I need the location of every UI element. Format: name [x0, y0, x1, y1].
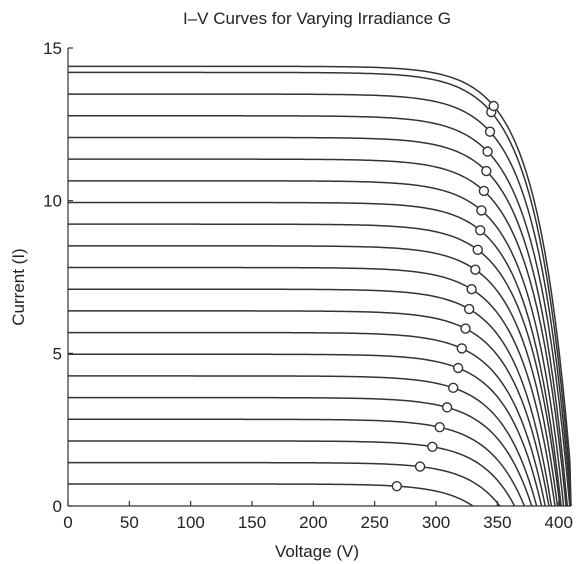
x-tick-label: 150 — [238, 513, 266, 532]
mpp-marker-11 — [466, 284, 477, 295]
mpp-marker-13 — [472, 244, 483, 256]
mpp-marker-18 — [482, 146, 493, 157]
iv-curve-7 — [68, 353, 543, 507]
mpp-marker-15 — [476, 205, 487, 216]
iv-curve-2 — [68, 461, 501, 507]
x-tick-label: 300 — [422, 513, 450, 532]
x-tick-label: 200 — [299, 513, 327, 532]
mpp-marker-16 — [478, 185, 490, 197]
iv-curve-4 — [68, 418, 526, 507]
iv-curve-1 — [68, 483, 474, 507]
x-tick-label: 0 — [63, 513, 72, 532]
chart-title: I–V Curves for Varying Irradiance G — [183, 9, 451, 28]
mpp-marker-6 — [448, 382, 459, 394]
mpp-marker-5 — [441, 402, 453, 413]
mpp-marker-17 — [481, 165, 492, 177]
y-tick-label: 15 — [43, 39, 62, 58]
curve-group — [68, 65, 572, 507]
iv-curve-11 — [68, 266, 556, 507]
mpp-marker-4 — [434, 422, 445, 433]
mpp-marker-7 — [452, 362, 464, 374]
mpp-marker-3 — [427, 441, 438, 452]
iv-curve-15 — [68, 180, 565, 507]
mpp-marker-2 — [414, 461, 426, 472]
axes: 0 50 100 150 200 250 300 350 400 0 5 10 15 — [43, 39, 573, 532]
iv-curve-9 — [68, 310, 550, 507]
mpp-marker-8 — [456, 343, 468, 354]
x-tick-label: 100 — [176, 513, 204, 532]
iv-curve-6 — [68, 375, 538, 507]
iv-curve-19 — [68, 93, 572, 507]
mpp-marker-19 — [484, 126, 496, 137]
iv-curve-21 — [68, 65, 572, 507]
x-tick-label: 350 — [483, 513, 511, 532]
y-tick-label: 10 — [43, 192, 62, 211]
y-tick-label: 5 — [53, 344, 62, 363]
iv-curve-5 — [68, 396, 533, 507]
y-tick-label: 0 — [53, 497, 62, 516]
iv-curve-17 — [68, 136, 569, 507]
mpp-marker-14 — [475, 225, 486, 236]
mpp-marker-21 — [488, 100, 499, 112]
x-tick-label: 400 — [545, 513, 573, 532]
x-tick-label: 50 — [120, 513, 139, 532]
mpp-marker-9 — [460, 323, 471, 334]
x-tick-label: 250 — [361, 513, 389, 532]
y-axis-title: Current (I) — [9, 248, 28, 325]
mpp-marker-group — [391, 100, 499, 492]
mpp-marker-1 — [391, 480, 402, 492]
mpp-marker-10 — [463, 303, 475, 315]
iv-curve-3 — [68, 440, 516, 507]
mpp-marker-12 — [470, 264, 481, 275]
x-axis-title: Voltage (V) — [275, 542, 359, 561]
